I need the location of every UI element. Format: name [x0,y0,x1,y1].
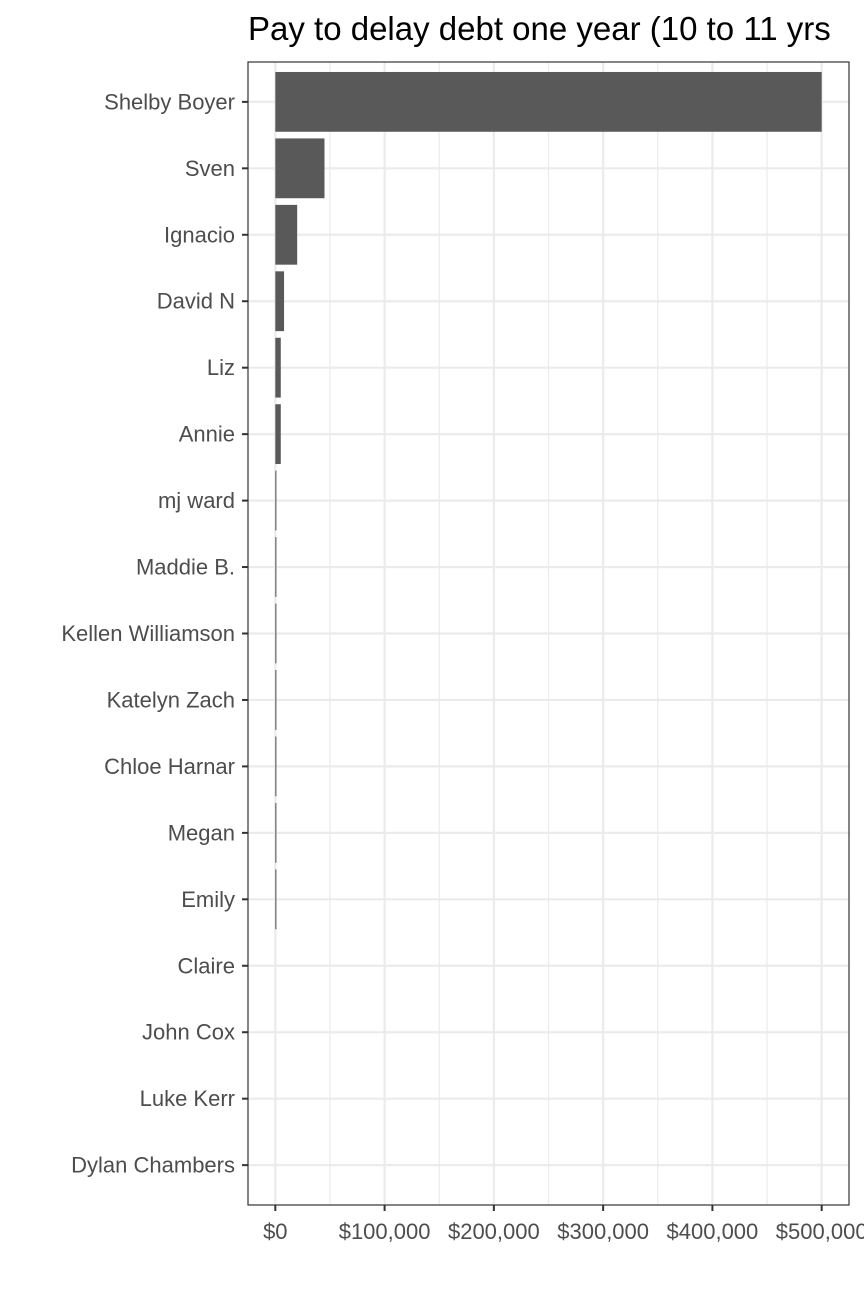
bar-liz [275,337,281,398]
value-tick-label: $200,000 [448,1219,540,1244]
bars [275,71,822,930]
category-label: Ignacio [164,222,235,247]
bar-annie [275,404,281,465]
bar-sven [275,138,325,199]
value-axis: $0 $100,000 $200,000 $300,000 $400,000 $500,0… [263,1205,864,1244]
bar-shelby-boyer [275,71,822,132]
category-label: Shelby Boyer [104,89,235,114]
bar-maddie-b [275,537,277,597]
value-tick-label: $400,000 [667,1219,759,1244]
grid-lines [248,62,849,1205]
bar-david-n [275,271,285,332]
value-tick-label: $500,000 [776,1219,864,1244]
category-label: Chloe Harnar [104,754,235,779]
category-label: Dylan Chambers [71,1153,235,1178]
category-label: John Cox [142,1020,235,1045]
value-tick-label: $0 [263,1219,287,1244]
category-label: Megan [168,820,235,845]
chart-title: Pay to delay debt one year (10 to 11 yrs [248,10,831,47]
value-tick-label: $300,000 [557,1219,649,1244]
category-label: Emily [181,887,235,912]
category-label: Liz [207,355,235,380]
bar-ignacio [275,204,298,265]
category-label: Annie [179,422,235,447]
category-label: Claire [178,953,235,978]
category-label: mj ward [158,488,235,513]
bar-megan [275,802,277,863]
bar-chloe-harnar [275,736,277,797]
bar-katelyn-zach [275,670,277,730]
category-label: Katelyn Zach [107,687,235,712]
value-tick-label: $100,000 [339,1219,431,1244]
category-label: Kellen Williamson [61,621,235,646]
bar-kellen-williamson [275,603,277,664]
category-label: Maddie B. [136,555,235,580]
category-label: Sven [185,156,235,181]
category-label: David N [157,289,235,314]
category-axis: Shelby Boyer Sven Ignacio David N Liz Annie mj… [61,89,248,1178]
category-label: Luke Kerr [140,1086,235,1111]
bar-mj-ward [275,470,277,531]
bar-emily [275,869,277,930]
